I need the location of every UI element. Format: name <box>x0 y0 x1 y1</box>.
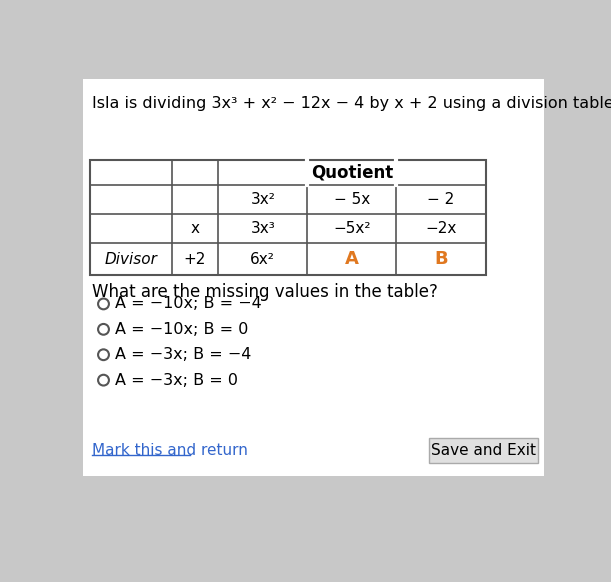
Text: −5x²: −5x² <box>333 221 371 236</box>
Bar <box>429 438 538 463</box>
Text: What are the missing values in the table?: What are the missing values in the table… <box>92 283 437 301</box>
Text: +2: +2 <box>184 252 206 267</box>
Text: Divisor: Divisor <box>104 252 158 267</box>
Text: x: x <box>191 221 199 236</box>
Text: A: A <box>345 250 359 268</box>
Text: Mark this and return: Mark this and return <box>92 443 247 457</box>
Text: A = −3x; B = 0: A = −3x; B = 0 <box>115 372 238 388</box>
Text: 3x³: 3x³ <box>251 221 275 236</box>
Text: A = −3x; B = −4: A = −3x; B = −4 <box>115 347 252 362</box>
Text: Isla is dividing 3x³ + x² − 12x − 4 by x + 2 using a division table.: Isla is dividing 3x³ + x² − 12x − 4 by x… <box>92 96 611 111</box>
Text: − 2: − 2 <box>427 191 455 207</box>
Bar <box>90 160 486 275</box>
Text: 6x²: 6x² <box>251 252 275 267</box>
Text: A = −10x; B = −4: A = −10x; B = −4 <box>115 296 262 311</box>
Text: − 5x: − 5x <box>334 191 370 207</box>
Text: Quotient: Quotient <box>311 163 393 181</box>
Text: Save and Exit: Save and Exit <box>431 443 536 457</box>
Text: 3x²: 3x² <box>251 191 275 207</box>
FancyBboxPatch shape <box>82 79 544 475</box>
Text: −2x: −2x <box>425 221 456 236</box>
Text: A = −10x; B = 0: A = −10x; B = 0 <box>115 322 249 337</box>
Text: B: B <box>434 250 448 268</box>
